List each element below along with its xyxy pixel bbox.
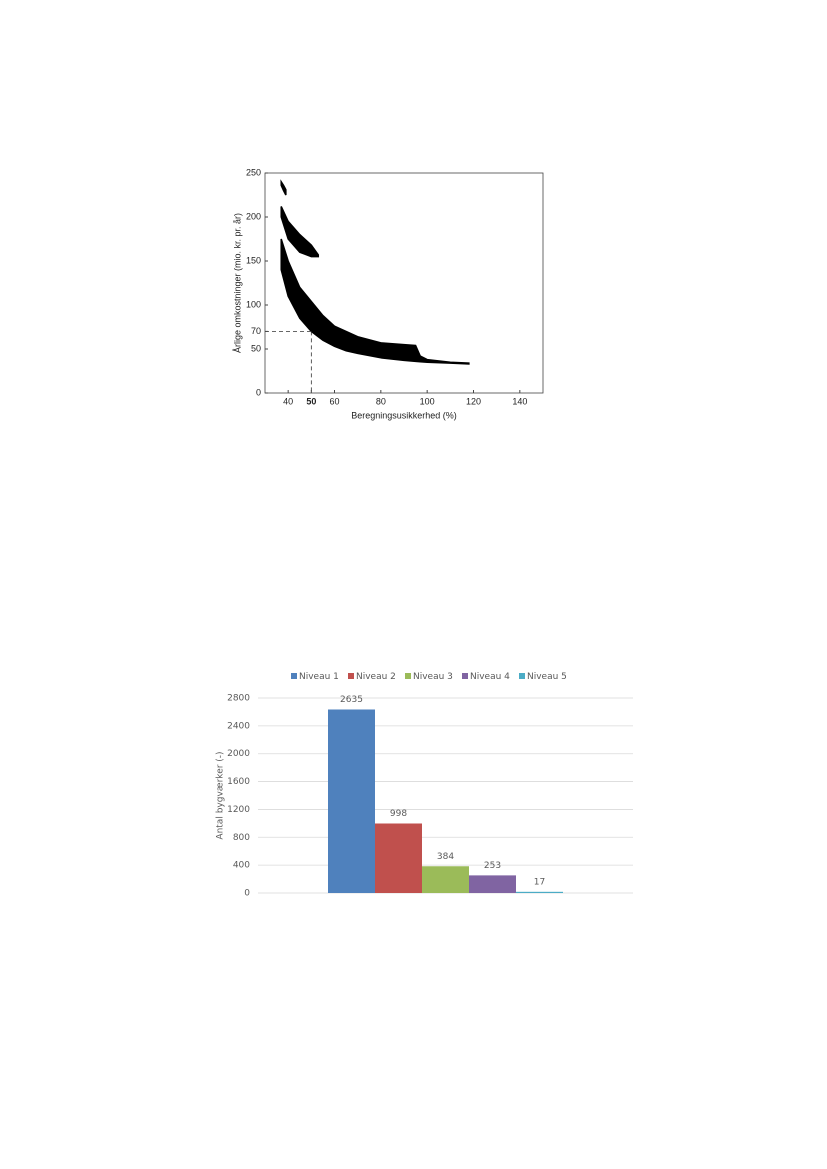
y-tick-label: 400	[233, 861, 250, 871]
y-tick-label: 70	[251, 326, 261, 336]
cost-chart: 40 50 60 80 100 120 140 0 50 70 100 150 200 250 Beregn…	[232, 167, 544, 420]
x-tick-label: 80	[376, 396, 386, 406]
point-cloud	[280, 206, 320, 258]
y-tick-label: 2400	[227, 721, 250, 731]
data-label: 253	[484, 861, 501, 871]
legend-label: Niveau 4	[470, 672, 510, 682]
y-tick-label: 1600	[227, 777, 250, 787]
y-tick-label: 800	[233, 833, 250, 843]
y-tick-label: 0	[244, 889, 250, 899]
point-cloud	[280, 238, 470, 365]
point-cloud	[280, 179, 287, 196]
legend-label: Niveau 5	[527, 672, 567, 682]
count-chart: 0 400 800 1200 1600 2000 2400 2800 2635 Niveau 1 9…	[216, 672, 633, 899]
data-label: 384	[437, 852, 454, 862]
y-tick-label: 0	[256, 387, 261, 397]
bar	[328, 709, 375, 893]
legend-swatch	[405, 673, 411, 679]
y-tick-label: 1200	[227, 805, 250, 815]
y-tick-label: 250	[246, 167, 261, 177]
x-axis-label: Beregningsusikkerhed (%)	[351, 410, 457, 420]
y-tick-label: 2800	[227, 694, 250, 704]
y-tick-label: 150	[246, 255, 261, 265]
bar	[422, 866, 469, 893]
y-tick-label: 50	[251, 343, 261, 353]
x-tick-label: 140	[512, 396, 527, 406]
legend-swatch	[291, 673, 297, 679]
x-tick-label: 40	[283, 396, 293, 406]
data-label: 17	[534, 877, 545, 887]
bar	[469, 875, 516, 893]
y-axis-label: Antal bygværker (-)	[216, 751, 226, 839]
legend-label: Niveau 1	[299, 672, 339, 682]
x-tick-label: 120	[466, 396, 481, 406]
data-label: 2635	[340, 695, 363, 705]
x-tick-label: 60	[329, 396, 339, 406]
data-label: 998	[390, 809, 407, 819]
legend-swatch	[462, 673, 468, 679]
x-tick-label: 100	[420, 396, 435, 406]
y-tick-label: 2000	[227, 749, 250, 759]
y-tick-label: 200	[246, 211, 261, 221]
legend-swatch	[519, 673, 525, 679]
x-tick-label: 50	[306, 396, 316, 406]
y-axis-label: Årlige omkostninger (mio. kr. pr. år)	[232, 213, 242, 353]
plot-frame	[264, 172, 544, 394]
legend-label: Niveau 3	[413, 672, 453, 682]
legend-label: Niveau 2	[356, 672, 396, 682]
bar	[375, 823, 422, 893]
y-tick-label: 100	[246, 299, 261, 309]
bar	[516, 891, 563, 893]
legend-swatch	[348, 673, 354, 679]
